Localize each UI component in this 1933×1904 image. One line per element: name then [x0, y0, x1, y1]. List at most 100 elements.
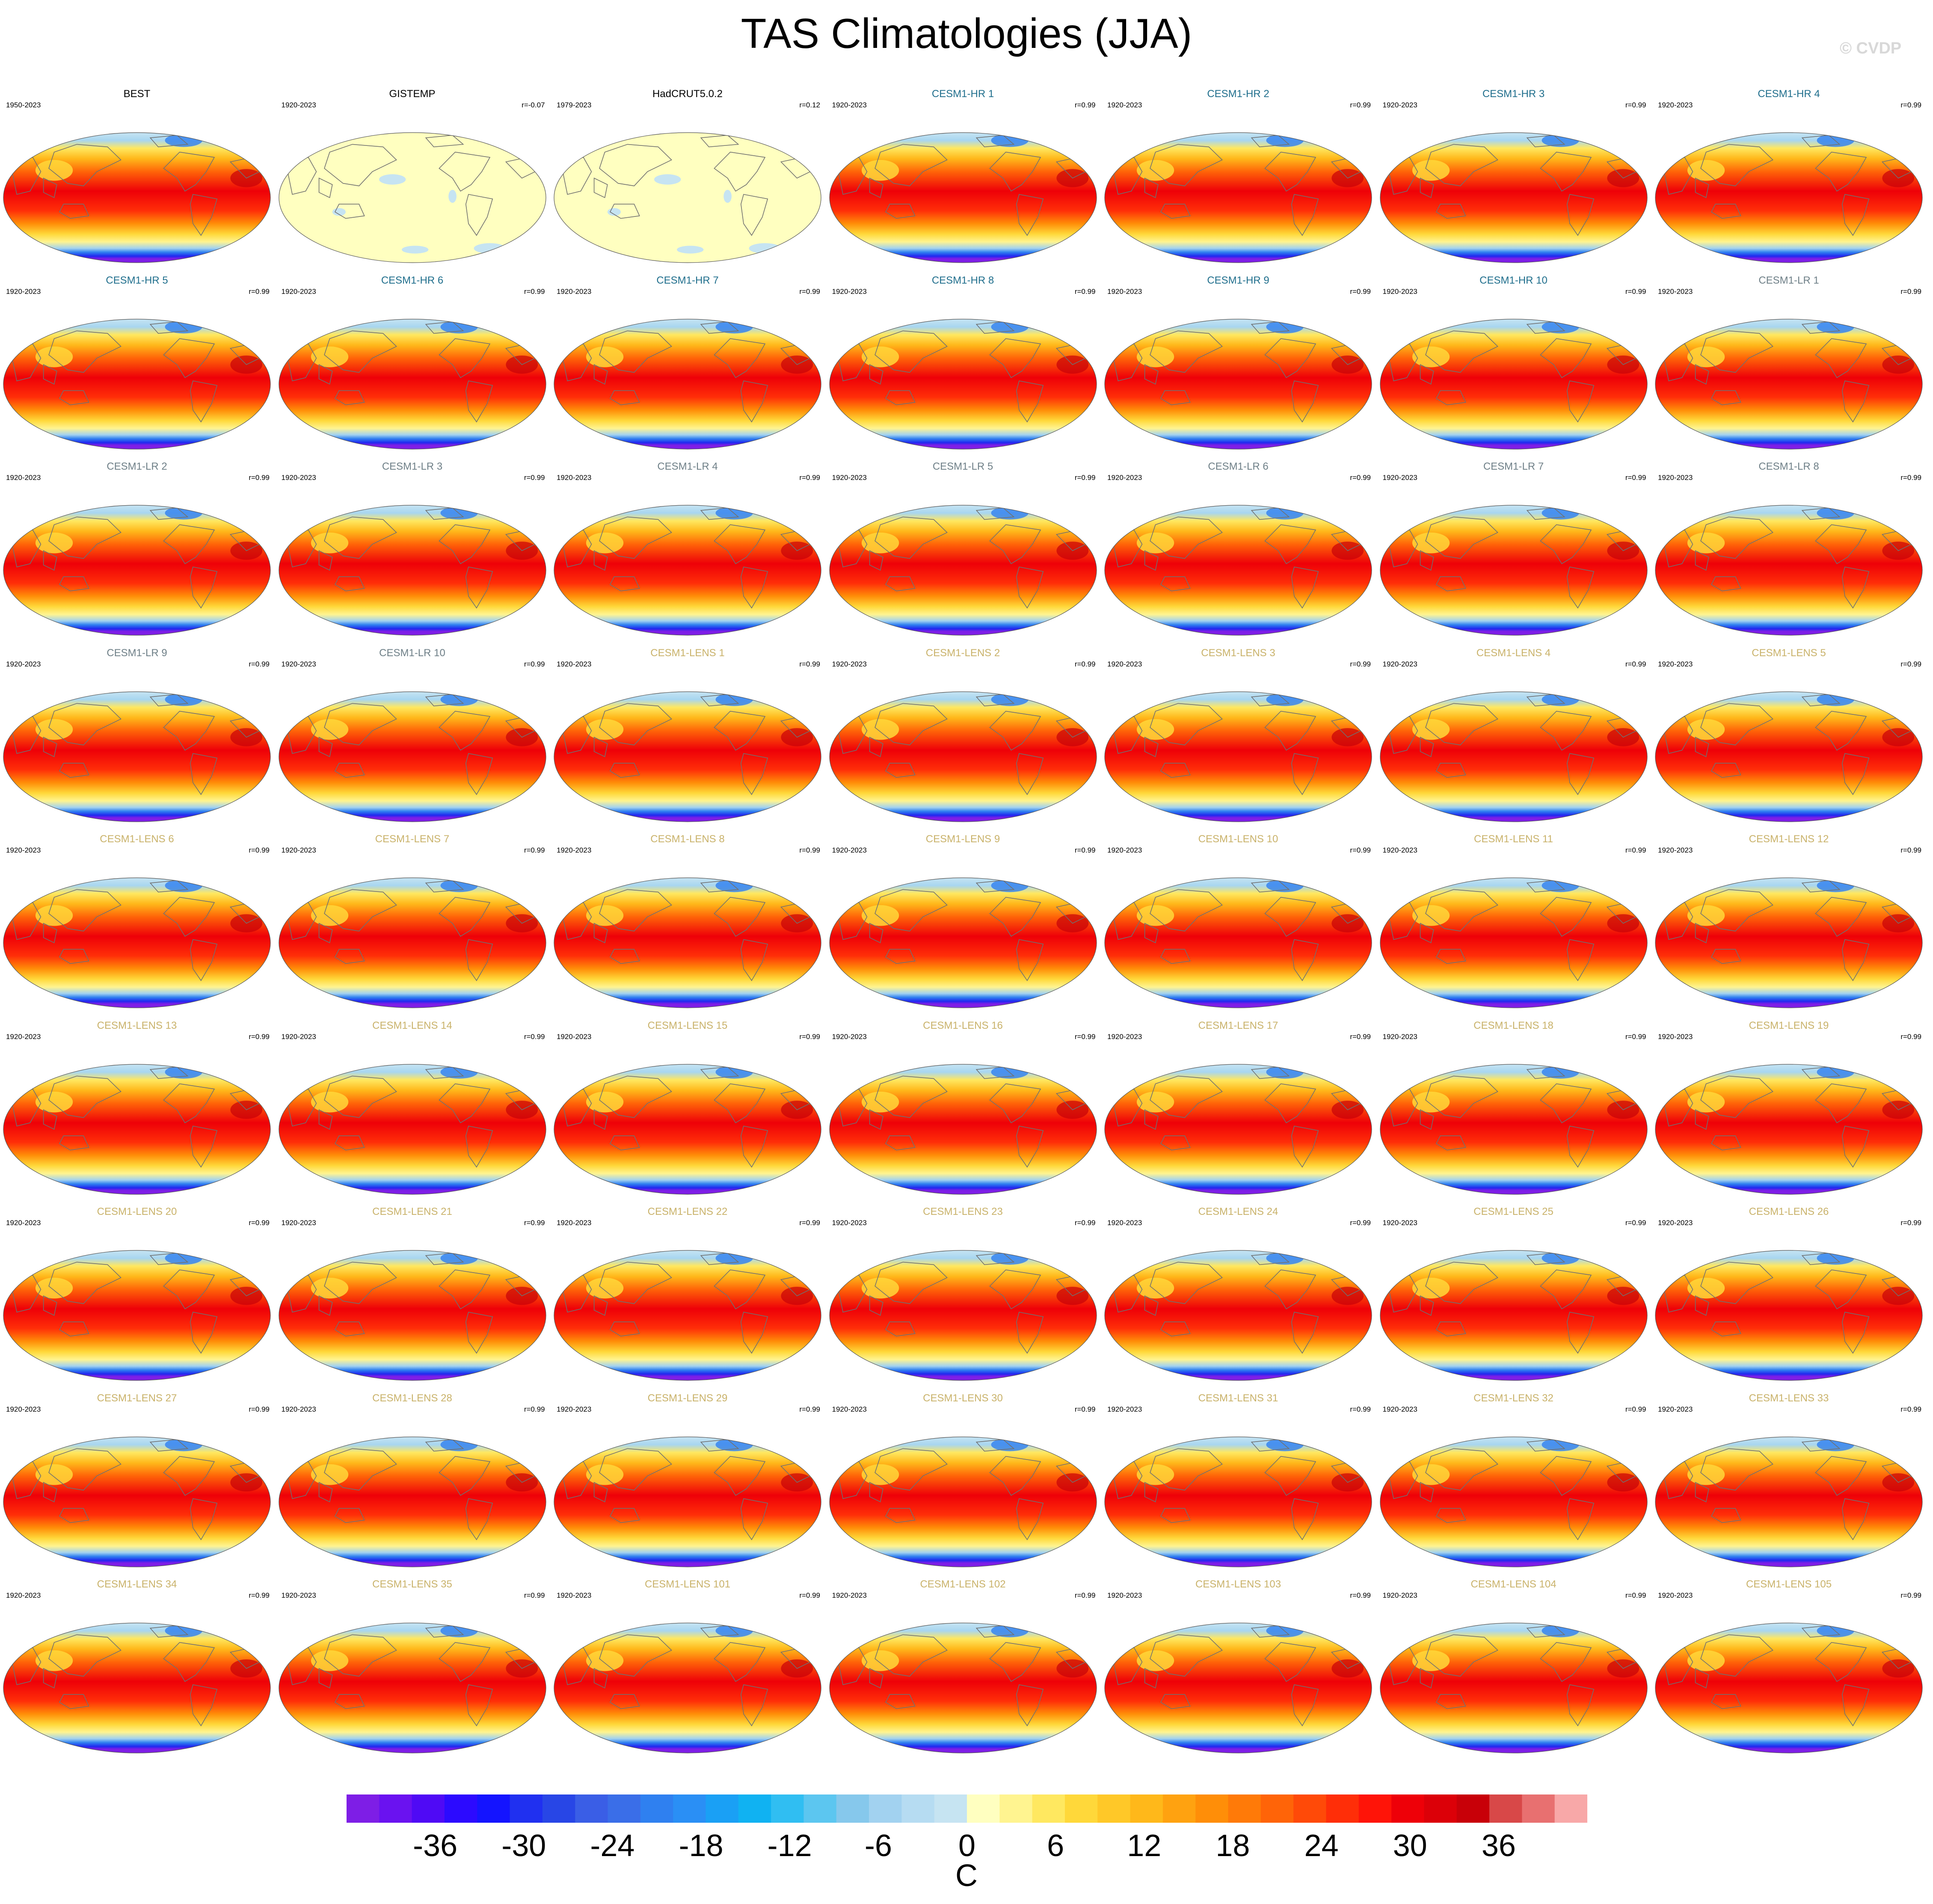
map-border — [829, 1063, 1097, 1195]
coastline — [874, 330, 948, 373]
coastline — [1150, 1261, 1223, 1304]
panel-correlation: r=0.99 — [1350, 101, 1371, 109]
land-patch — [1687, 905, 1725, 926]
panel-title: CESM1-LENS 10 — [1198, 833, 1278, 845]
coastline — [975, 135, 1015, 148]
map-field — [3, 1250, 271, 1381]
map-panel: CESM1-HR 8 1920-2023 r=0.99 — [826, 275, 1100, 457]
panel-title: CESM1-LENS 7 — [375, 833, 450, 845]
coastline — [1264, 1642, 1316, 1682]
map-panel: CESM1-LENS 5 1920-2023 r=0.99 — [1652, 647, 1926, 829]
map-border — [554, 132, 821, 263]
map-field — [1104, 132, 1372, 263]
colorbar-swatch — [575, 1794, 608, 1823]
map-border — [3, 1623, 271, 1753]
coastline — [334, 390, 365, 405]
map-field — [554, 1063, 821, 1195]
coastline — [1815, 711, 1867, 751]
map-border — [1104, 1623, 1372, 1753]
coastline — [599, 889, 672, 932]
panel-period: 1920-2023 — [832, 1591, 867, 1599]
coastline — [1251, 880, 1290, 893]
coastline — [1841, 1125, 1870, 1168]
coastline — [1526, 693, 1565, 706]
coastline — [989, 524, 1041, 564]
panel-period: 1920-2023 — [832, 1219, 867, 1227]
map-field — [3, 505, 271, 636]
map-field — [3, 1063, 271, 1195]
colorbar-swatch — [771, 1794, 804, 1823]
panel-correlation: r=0.99 — [249, 1032, 270, 1041]
map-field — [829, 691, 1097, 822]
map-field — [1104, 877, 1372, 1008]
coastline — [593, 364, 608, 385]
coastline — [425, 507, 464, 520]
coastline — [48, 703, 122, 745]
coastline — [1150, 1075, 1223, 1118]
map-panel: CESM1-LENS 24 1920-2023 r=0.99 — [1101, 1206, 1375, 1388]
coastline — [48, 889, 122, 932]
map-panel: CESM1-LENS 21 1920-2023 r=0.99 — [276, 1206, 549, 1388]
land-patch — [1687, 346, 1725, 367]
coastline — [48, 330, 122, 373]
coastline — [1711, 1694, 1741, 1709]
land-patch — [1687, 532, 1725, 554]
map-field — [278, 877, 546, 1008]
coastline — [1160, 576, 1191, 592]
coastline — [149, 693, 189, 706]
map-panel: BEST 1950-2023 — [0, 88, 274, 270]
map-field — [554, 318, 821, 450]
coastline — [869, 1668, 883, 1689]
coastline — [1016, 752, 1044, 795]
map-panel: CESM1-LENS 25 1920-2023 r=0.99 — [1377, 1206, 1651, 1388]
coastline — [1566, 752, 1594, 795]
coastline — [1801, 321, 1841, 334]
panel-title: CESM1-LENS 26 — [1749, 1206, 1829, 1217]
map-panel: CESM1-LENS 12 1920-2023 r=0.99 — [1652, 833, 1926, 1016]
coastline — [700, 507, 739, 520]
panel-correlation: r=0.99 — [249, 1591, 270, 1599]
coastline — [593, 1481, 608, 1502]
panel-title: BEST — [123, 88, 151, 100]
coastline — [975, 321, 1015, 334]
panel-correlation: r=0.99 — [1625, 287, 1646, 296]
colorbar-swatch — [1032, 1794, 1065, 1823]
map-field — [3, 1623, 271, 1753]
panel-title: CESM1-LENS 20 — [97, 1206, 177, 1217]
coastline — [593, 1109, 608, 1130]
coastline — [1160, 1694, 1191, 1709]
map-panel: CESM1-LENS 6 1920-2023 r=0.99 — [0, 833, 274, 1016]
anomaly-patch — [401, 246, 428, 254]
panel-period: 1920-2023 — [1107, 1591, 1142, 1599]
colorbar-swatch — [1554, 1794, 1587, 1823]
coastline — [740, 1125, 768, 1168]
coastline — [1526, 321, 1565, 334]
coastline — [465, 1498, 493, 1540]
coastline — [1435, 762, 1466, 778]
panel-correlation: r=0.99 — [524, 287, 545, 296]
coastline — [1264, 1083, 1316, 1123]
panel-title: CESM1-LENS 29 — [647, 1392, 728, 1404]
coastline — [869, 364, 883, 385]
land-patch — [35, 719, 73, 740]
coastline — [438, 711, 490, 751]
coastline — [609, 1694, 640, 1709]
panel-correlation: r=0.99 — [1900, 1591, 1921, 1599]
land-patch — [1136, 719, 1174, 740]
coastline — [1801, 880, 1841, 893]
coastline — [989, 338, 1041, 378]
coastline — [163, 1456, 215, 1496]
coastline — [1291, 939, 1319, 981]
coastline — [1425, 889, 1498, 932]
map-field — [278, 691, 546, 822]
land-patch — [586, 1650, 624, 1671]
coastline — [1160, 204, 1191, 219]
coastline — [323, 889, 397, 932]
anomaly-patch — [448, 190, 457, 203]
coastline — [190, 1684, 218, 1726]
coastline — [323, 516, 397, 559]
coastline — [334, 204, 365, 219]
coastline — [1425, 1075, 1498, 1118]
panel-period: 1920-2023 — [6, 474, 41, 482]
map-field — [1655, 505, 1923, 636]
